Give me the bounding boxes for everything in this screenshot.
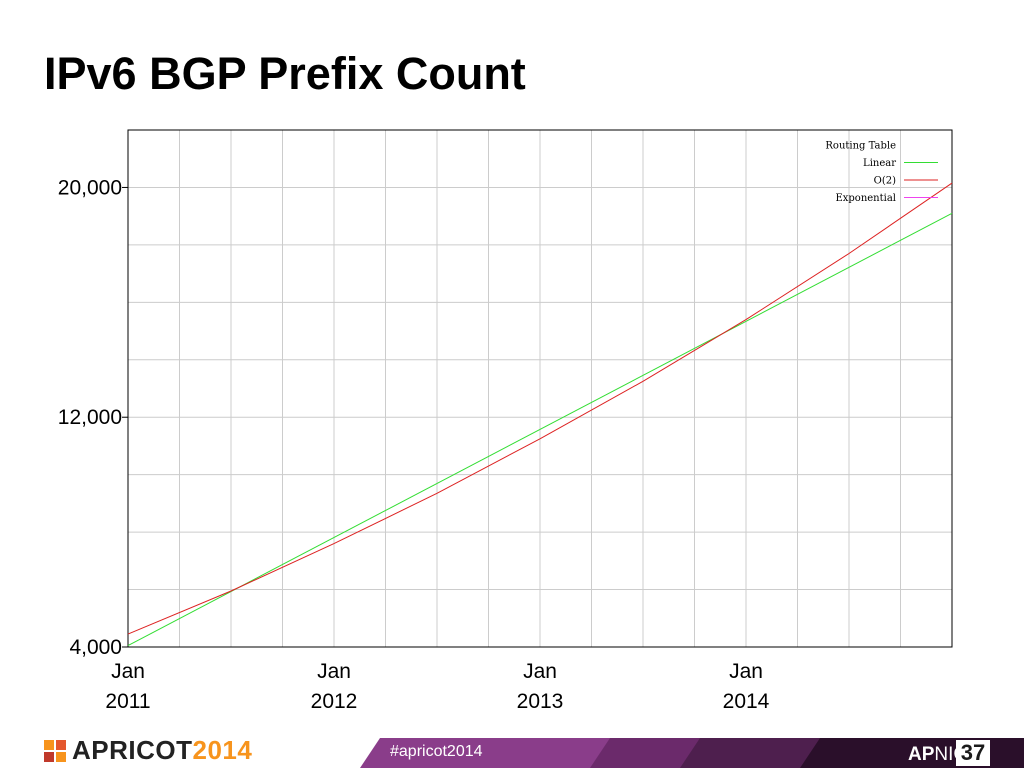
x-tick-label-line: 2011: [105, 690, 150, 713]
x-axis-ticks: Jan 2011 Jan 2012 Jan 2013 Jan 2014: [105, 660, 769, 713]
legend-label: Exponential: [835, 193, 896, 204]
x-tick-label: Jan 2013: [517, 660, 564, 713]
x-tick-label: Jan 2011: [105, 660, 150, 713]
x-tick-label: Jan 2014: [723, 660, 770, 713]
chart-series: [127, 182, 953, 647]
footer-stripe-1: [360, 738, 640, 768]
legend-label: Routing Table: [825, 141, 896, 152]
x-tick-label-line: 2014: [723, 690, 770, 713]
chart-legend: Routing Table Linear O(2) Exponential: [825, 141, 938, 204]
x-tick-label-line: Jan: [523, 660, 557, 683]
x-tick-label-line: 2013: [517, 690, 564, 713]
slide-title: IPv6 BGP Prefix Count: [44, 48, 526, 99]
plot-frame: [127, 129, 953, 648]
footer-hashtag: #apricot2014: [390, 743, 483, 760]
footer-stripe-3: [680, 738, 830, 768]
apricot-name: APRICOT: [72, 735, 193, 765]
x-tick-label: Jan 2012: [311, 660, 358, 713]
apnic-ap: AP: [908, 744, 935, 765]
y-tick-label: 12,000: [58, 406, 122, 429]
apricot-logo-icon: [44, 739, 66, 762]
y-axis-ticks: 4,000 12,000 20,000: [58, 176, 128, 659]
legend-label: Linear: [863, 158, 896, 169]
y-tick-label: 4,000: [69, 636, 122, 659]
apricot-wordmark: APRICOT2014: [72, 735, 252, 766]
x-tick-label-line: Jan: [729, 660, 763, 683]
legend-label: O(2): [874, 176, 896, 187]
series-line-linear: [127, 212, 953, 647]
apricot-year: 2014: [192, 735, 253, 765]
apnic-meeting-number: 37: [956, 740, 990, 766]
x-tick-label-line: Jan: [111, 660, 145, 683]
x-tick-label-line: 2012: [311, 690, 358, 713]
series-line-o2: [127, 182, 953, 635]
x-tick-label-line: Jan: [317, 660, 351, 683]
y-tick-label: 20,000: [58, 176, 122, 199]
apricot-logo-block: APRICOT2014: [44, 735, 252, 766]
chart-grid: [128, 130, 952, 647]
